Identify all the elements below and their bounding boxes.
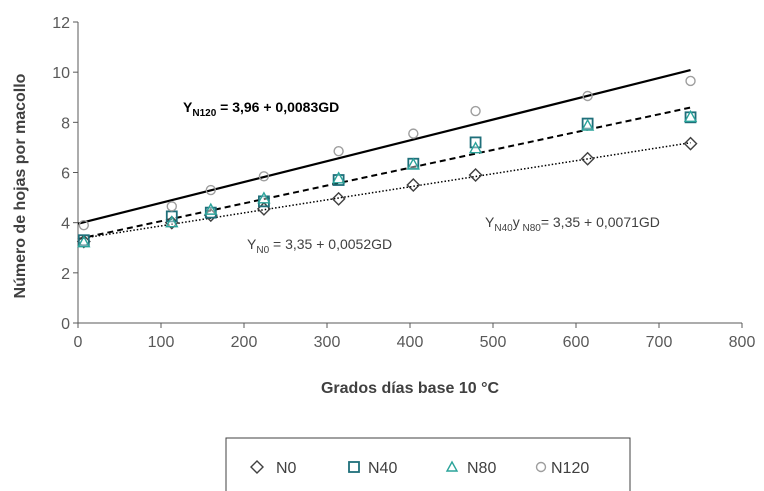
point-n120 [205,184,217,196]
point-n120 [685,75,696,87]
x-tick-label: 200 [231,334,258,351]
y-tick-label: 0 [61,316,70,333]
y-axis-title: Número de hojas por macollo [12,73,29,298]
legend-marker-n40 [348,461,360,473]
equation-n40-n80: YN40y N80= 3,35 + 0,0071GD [485,214,660,234]
legend-marker-n80 [445,460,459,472]
point-n0 [580,151,595,166]
point-n80 [406,157,421,170]
point-n80 [683,109,698,123]
legend-marker-n0 [250,460,264,474]
equation-n120: YN120 = 3,96 + 0,0083GD [183,99,339,119]
point-n40 [77,234,90,247]
point-n80 [580,118,595,131]
point-n120 [166,201,177,212]
equation-n0: YN0 = 3,35 + 0,0052GD [247,236,392,256]
point-n0 [331,191,346,206]
trendline-n120 [77,68,691,225]
point-n40 [581,117,594,130]
y-tick-label: 4 [61,216,70,233]
point-n80 [331,171,346,184]
point-n120 [78,219,90,231]
y-tick-label: 12 [52,15,70,32]
y-tick-label: 2 [61,266,70,283]
point-n80 [77,235,91,248]
point-n80 [204,202,218,215]
legend-marker-n120 [535,461,547,473]
point-n40 [469,136,482,149]
legend: N0 N40 N80 N120 [225,437,631,491]
point-n80 [468,141,483,154]
y-tick-label: 10 [52,65,70,82]
axes [77,22,742,324]
point-n0 [203,208,218,223]
legend-label-n0: N0 [276,460,297,477]
legend-box [225,437,631,491]
point-n80 [257,191,271,204]
x-tick-label: 500 [480,334,507,351]
point-n0 [683,136,698,151]
point-n120 [408,128,419,139]
data-points [76,75,698,249]
point-n120 [333,145,344,157]
x-tick-label: 700 [646,334,673,351]
x-tick-label: 800 [729,334,756,351]
point-n0 [406,178,421,193]
x-tick-label: 600 [563,334,590,351]
point-n120 [582,90,593,102]
legend-label-n40: N40 [368,460,397,477]
legend-label-n120: N120 [551,460,589,477]
point-n0 [76,234,91,249]
point-n120 [470,105,481,117]
x-tick-label: 100 [148,334,175,351]
tick-labels: 0 100 200 300 400 500 600 700 800 0 2 4 6 8 10 12 [52,15,755,351]
y-tick-label: 6 [61,166,70,183]
y-tick-label: 8 [61,115,70,132]
point-n0 [468,168,483,182]
x-tick-label: 0 [74,334,83,351]
legend-label-n80: N80 [467,460,496,477]
x-tick-label: 400 [397,334,424,351]
x-tick-label: 300 [314,334,341,351]
x-axis-title: Grados días base 10 °C [321,380,499,397]
point-n40 [332,174,345,186]
point-n120 [258,171,270,182]
point-n80 [165,215,179,228]
